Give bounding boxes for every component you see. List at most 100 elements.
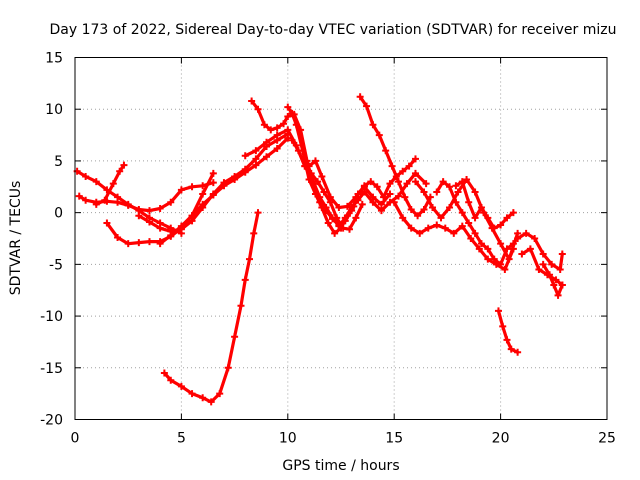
y-tick-label: -20: [40, 413, 63, 429]
data-point: [252, 161, 260, 169]
data-point: [145, 218, 153, 226]
chart-title: Day 173 of 2022, Sidereal Day-to-day VTE…: [50, 22, 617, 38]
data-point: [116, 167, 124, 175]
data-point: [199, 190, 207, 198]
data-point: [411, 169, 419, 177]
y-tick-label: -10: [40, 309, 63, 325]
data-point: [407, 206, 415, 214]
data-point: [231, 176, 239, 184]
data-point: [156, 205, 164, 213]
data-point: [103, 219, 111, 227]
data-point: [311, 157, 319, 165]
data-point: [145, 207, 153, 215]
data-point: [188, 390, 196, 398]
data-point: [284, 126, 292, 134]
data-point: [160, 369, 168, 377]
data-point: [399, 167, 407, 175]
data-point: [288, 109, 296, 117]
data-point: [458, 178, 466, 186]
series-track-13: [356, 93, 434, 220]
data-point: [335, 203, 343, 211]
data-point: [509, 209, 517, 217]
data-point: [411, 178, 419, 186]
y-tick-labels: -20 -15 -10 -5 0 5 10 15: [40, 51, 63, 429]
data-point: [352, 214, 360, 222]
data-point: [209, 179, 217, 187]
data-point: [199, 200, 207, 208]
data-point: [135, 206, 143, 214]
y-tick-label: 15: [45, 51, 63, 67]
data-point: [454, 188, 462, 196]
data-point: [505, 255, 513, 263]
data-point: [458, 222, 466, 230]
data-point: [550, 281, 558, 289]
series-track-3: [92, 161, 128, 208]
data-point: [499, 322, 507, 330]
data-point: [167, 376, 175, 384]
data-point: [465, 198, 473, 206]
data-point: [82, 196, 90, 204]
data-point: [390, 198, 398, 206]
data-point: [237, 302, 245, 310]
data-point: [318, 172, 326, 180]
data-point: [199, 394, 207, 402]
data-point: [522, 229, 530, 237]
data-point: [292, 121, 300, 129]
series-track-21: [539, 260, 566, 299]
data-point: [273, 124, 281, 132]
data-point: [497, 260, 505, 268]
data-point: [373, 183, 381, 191]
x-tick-label: 20: [492, 431, 510, 447]
data-point: [484, 245, 492, 253]
y-tick-label: 5: [54, 154, 63, 170]
data-point: [439, 178, 447, 186]
data-point: [490, 224, 498, 232]
data-point: [241, 152, 249, 160]
data-point: [167, 231, 175, 239]
x-tick-label: 10: [279, 431, 297, 447]
data-point: [267, 126, 275, 134]
data-point: [507, 345, 515, 353]
data-point: [369, 193, 377, 201]
data-point: [382, 147, 390, 155]
y-tick-label: 0: [54, 206, 63, 222]
data-point: [114, 233, 122, 241]
data-point: [420, 188, 428, 196]
data-point: [388, 162, 396, 170]
data-point: [422, 180, 430, 188]
data-point: [490, 255, 498, 263]
data-point: [429, 203, 437, 211]
data-point: [535, 266, 543, 274]
x-tick-labels: 0 5 10 15 20 25: [71, 431, 616, 447]
data-point: [356, 93, 364, 101]
data-point: [177, 222, 185, 230]
data-point: [399, 214, 407, 222]
data-point: [241, 168, 249, 176]
data-point: [177, 382, 185, 390]
series-track-17: [452, 178, 517, 232]
data-point: [209, 169, 217, 177]
series-track-2: [75, 179, 217, 215]
data-point: [509, 240, 517, 248]
x-tick-label: 0: [71, 431, 80, 447]
data-point: [288, 136, 296, 144]
data-point: [484, 214, 492, 222]
data-point: [450, 229, 458, 237]
data-point: [156, 240, 164, 248]
x-tick-label: 25: [598, 431, 616, 447]
data-point: [446, 183, 454, 191]
data-point: [554, 291, 562, 299]
data-point: [311, 190, 319, 198]
data-point: [252, 147, 260, 155]
data-point: [343, 212, 351, 220]
data-point: [92, 200, 100, 208]
data-point: [552, 276, 560, 284]
data-point: [320, 188, 328, 196]
data-point: [135, 239, 143, 247]
data-point: [350, 202, 358, 210]
data-point: [224, 364, 232, 372]
data-point: [252, 155, 260, 163]
data-point: [471, 188, 479, 196]
data-point: [403, 180, 411, 188]
